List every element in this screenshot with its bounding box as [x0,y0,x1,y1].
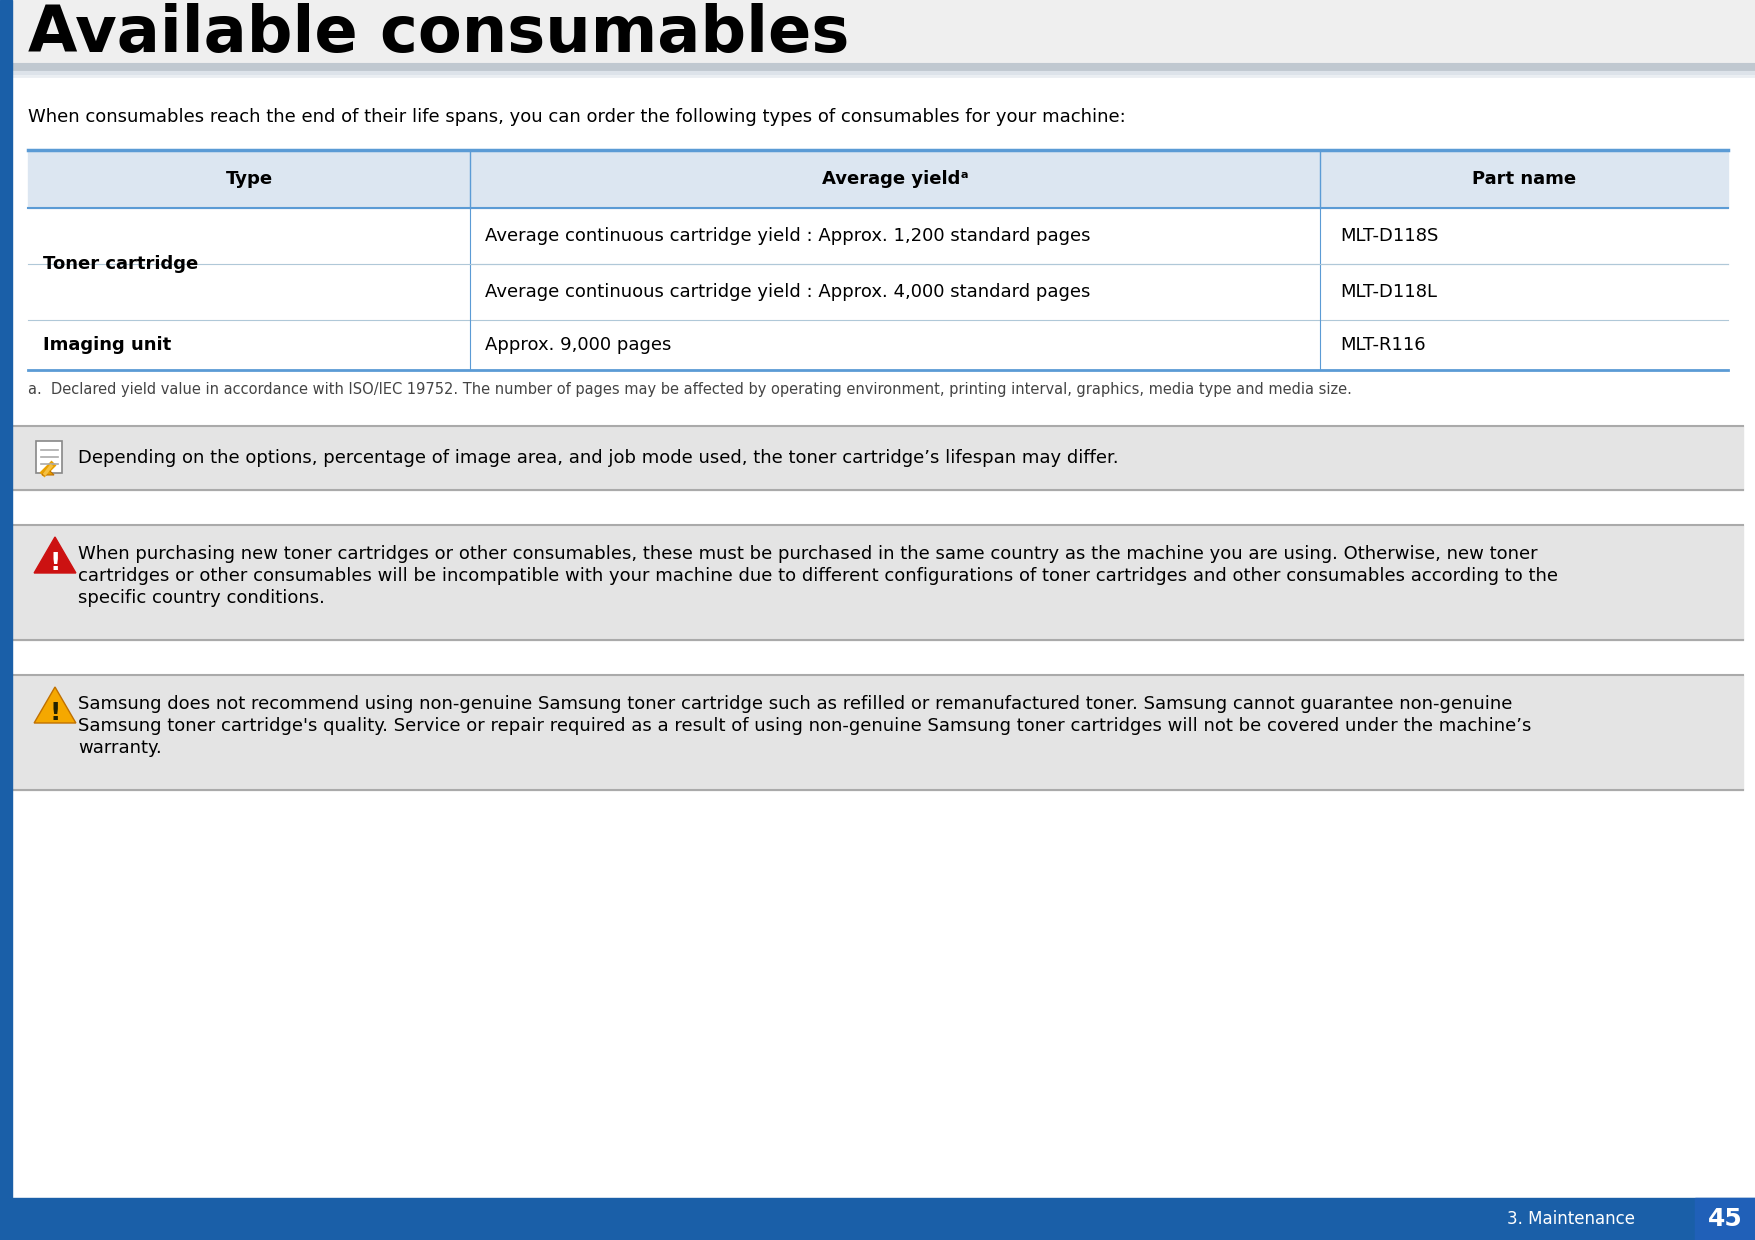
Polygon shape [33,537,75,573]
Text: Depending on the options, percentage of image area, and job mode used, the toner: Depending on the options, percentage of … [77,449,1118,467]
Text: Imaging unit: Imaging unit [44,336,172,353]
Text: MLT-D118L: MLT-D118L [1341,283,1437,301]
Text: Available consumables: Available consumables [28,2,849,64]
Text: When consumables reach the end of their life spans, you can order the following : When consumables reach the end of their … [28,108,1125,126]
Text: Samsung toner cartridge's quality. Service or repair required as a result of usi: Samsung toner cartridge's quality. Servi… [77,717,1532,735]
Bar [12,427,1743,490]
Text: a.  Declared yield value in accordance with ISO/IEC 19752. The number of pages m: a. Declared yield value in accordance wi… [28,382,1351,397]
Text: Type: Type [225,170,272,188]
Text: !: ! [49,702,61,725]
Text: Average continuous cartridge yield : Approx. 1,200 standard pages: Average continuous cartridge yield : App… [484,227,1090,246]
Text: When purchasing new toner cartridges or other consumables, these must be purchas: When purchasing new toner cartridges or … [77,546,1537,563]
Bar [28,208,1729,264]
Text: !: ! [49,552,61,575]
Text: warranty.: warranty. [77,739,161,756]
Polygon shape [33,687,75,723]
Bar [28,264,1729,320]
FancyBboxPatch shape [37,441,61,472]
Text: 45: 45 [1708,1207,1743,1231]
Bar [28,150,1729,208]
Bar [0,0,12,1240]
Bar [1695,1198,1755,1240]
Text: Part name: Part name [1472,170,1576,188]
Text: Toner cartridge: Toner cartridge [44,255,198,273]
Text: Samsung does not recommend using non-genuine Samsung toner cartridge such as ref: Samsung does not recommend using non-gen… [77,694,1513,713]
Bar [0,0,1755,68]
Text: Average yieldᵃ: Average yieldᵃ [821,170,969,188]
Bar [12,675,1743,790]
Text: 3. Maintenance: 3. Maintenance [1508,1210,1636,1228]
Text: Average continuous cartridge yield : Approx. 4,000 standard pages: Average continuous cartridge yield : App… [484,283,1090,301]
Text: MLT-R116: MLT-R116 [1341,336,1425,353]
Bar [12,525,1743,640]
Text: Approx. 9,000 pages: Approx. 9,000 pages [484,336,672,353]
Text: MLT-D118S: MLT-D118S [1341,227,1439,246]
Polygon shape [42,469,54,475]
Text: cartridges or other consumables will be incompatible with your machine due to di: cartridges or other consumables will be … [77,567,1558,585]
Bar [0,1198,1755,1240]
Text: specific country conditions.: specific country conditions. [77,589,325,608]
Bar [28,320,1729,370]
